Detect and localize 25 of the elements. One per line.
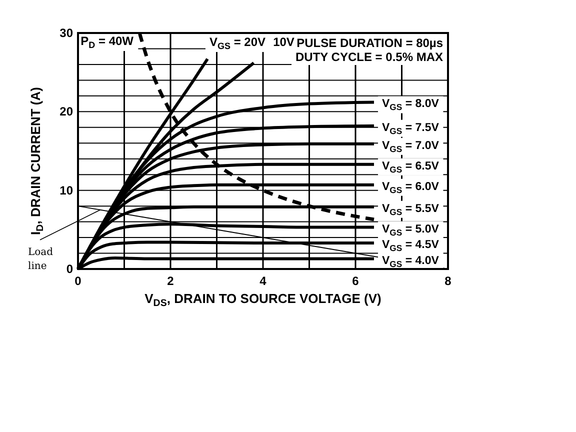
x-tick-label: 2 bbox=[167, 274, 174, 288]
x-axis-title: V$_{DS}$, DRAIN TO SOURCE VOLTAGE (V) bbox=[144, 291, 382, 309]
series-label: V$_{GS}$ = 8.0V bbox=[382, 98, 440, 112]
text: Load line bbox=[28, 246, 54, 272]
x-tick-label: 4 bbox=[260, 274, 267, 288]
y-tick-label: 0 bbox=[66, 262, 74, 276]
x-tick-label: 8 bbox=[444, 274, 452, 288]
series-label: V$_{GS}$ = 7.5V bbox=[382, 122, 440, 136]
y-tick-label: 30 bbox=[60, 26, 74, 40]
series-label: V$_{GS}$ = 7.0V bbox=[382, 140, 440, 154]
annotation: PULSE DURATION = 80µs bbox=[296, 36, 444, 50]
series-label: V$_{GS}$ = 6.5V bbox=[382, 160, 440, 174]
x-tick-label: 0 bbox=[74, 274, 82, 288]
series-label: V$_{GS}$ = 5.5V bbox=[382, 202, 440, 217]
series-label: V$_{GS}$ = 4.0V bbox=[382, 254, 440, 269]
series-label: V$_{GS}$ = 20V bbox=[209, 35, 266, 51]
series-label: V$_{GS}$ = 4.5V bbox=[382, 239, 440, 254]
y-tick-label: 20 bbox=[60, 104, 74, 119]
series-label: V$_{GS}$ = 5.0V bbox=[382, 223, 440, 238]
y-tick-label: 10 bbox=[60, 183, 74, 198]
x-tick-label: 6 bbox=[352, 274, 360, 288]
series-label: V$_{GS}$ = 6.0V bbox=[382, 180, 440, 195]
annotation: DUTY CYCLE = 0.5% MAX bbox=[296, 50, 443, 64]
series-label: 10V bbox=[273, 35, 294, 49]
series-label: P$_{D}$ = 40W bbox=[80, 34, 134, 50]
